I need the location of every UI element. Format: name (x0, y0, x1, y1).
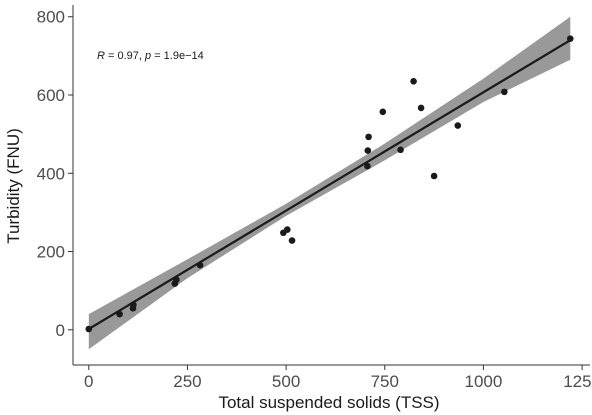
plot-area (85, 16, 574, 350)
correlation-annotation: R = 0.97, p = 1.9e−14 (97, 50, 204, 62)
data-points (85, 35, 574, 333)
p-value: = 1.9e−14 (151, 50, 204, 62)
x-tick-label: 0 (84, 372, 93, 391)
data-point (410, 78, 417, 85)
data-point (173, 276, 180, 283)
data-point (130, 301, 137, 309)
data-point (501, 88, 508, 96)
data-point (397, 146, 404, 154)
y-axis-title: Turbidity (FNU) (4, 128, 23, 244)
data-point (283, 226, 291, 233)
x-tick-label: 250 (173, 372, 201, 391)
y-ticks: 0 200 400 600 800 (37, 8, 73, 340)
confidence-band (88, 16, 571, 350)
x-tick-label: 500 (272, 372, 300, 391)
r-value: = 0.97, (105, 50, 145, 62)
y-tick-label: 0 (56, 321, 65, 340)
data-point (288, 237, 296, 244)
data-point (454, 122, 462, 129)
data-point (196, 261, 204, 269)
y-tick-label: 600 (37, 86, 65, 105)
data-point (379, 108, 387, 116)
y-tick-label: 400 (37, 164, 65, 183)
x-axis-title: Total suspended solids (TSS) (218, 393, 439, 412)
data-point (430, 172, 438, 180)
data-point (417, 104, 425, 112)
data-point (364, 162, 371, 170)
data-point (365, 133, 372, 141)
data-point (566, 35, 574, 42)
data-point (85, 325, 93, 333)
x-tick-label: 750 (371, 372, 399, 391)
data-point (116, 310, 123, 318)
x-tick-label: 1000 (465, 372, 503, 391)
r-label: R (97, 50, 105, 62)
regression-line (88, 39, 571, 330)
y-tick-label: 800 (37, 8, 65, 27)
y-tick-label: 200 (37, 243, 65, 262)
p-label: p (144, 50, 151, 62)
data-point (364, 147, 372, 154)
